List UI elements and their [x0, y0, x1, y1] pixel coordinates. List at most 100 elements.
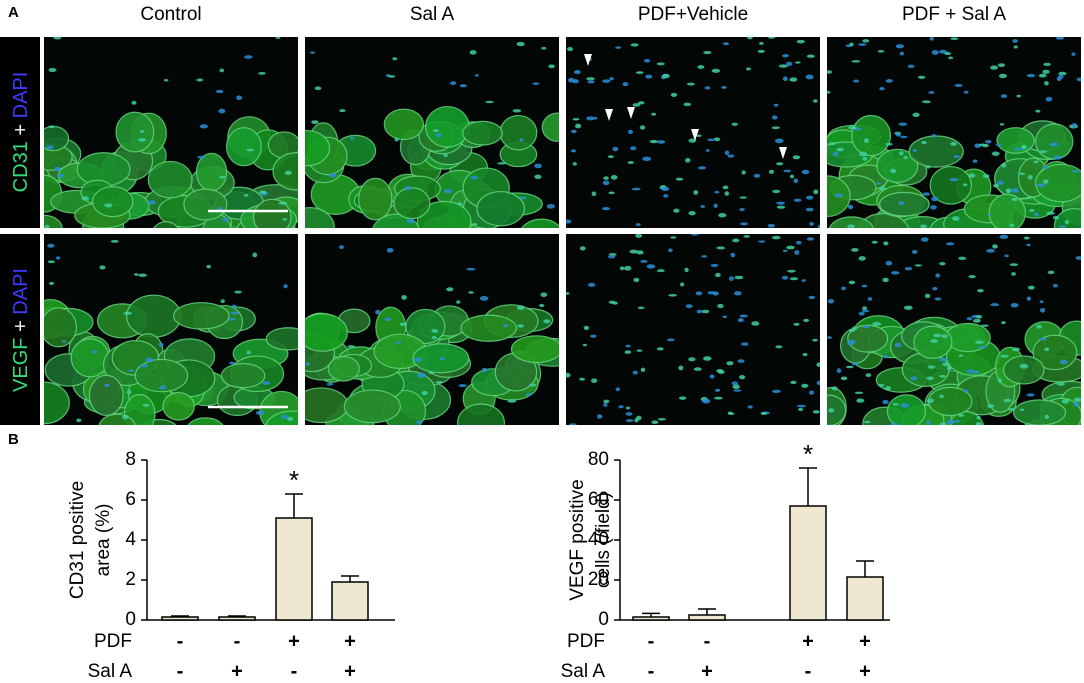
- nucleus: [519, 138, 524, 142]
- nucleus: [1019, 408, 1025, 411]
- muscle-fiber: [827, 394, 847, 425]
- nucleus: [197, 155, 206, 159]
- nucleus: [651, 112, 657, 116]
- nucleus: [432, 129, 439, 133]
- nucleus: [275, 37, 281, 39]
- nucleus: [926, 376, 934, 381]
- nucleus: [782, 249, 788, 253]
- nucleus: [1049, 142, 1059, 147]
- nucleus: [1039, 300, 1044, 304]
- nucleus: [827, 336, 832, 339]
- nucleus: [894, 342, 902, 348]
- nucleus: [314, 86, 322, 91]
- bar: [632, 616, 670, 621]
- nucleus: [244, 193, 249, 197]
- nucleus: [220, 299, 225, 304]
- bar: [161, 616, 199, 621]
- nucleus: [862, 325, 870, 329]
- nucleus: [546, 203, 555, 209]
- nucleus: [625, 344, 631, 348]
- nucleus: [717, 303, 724, 309]
- nucleus: [782, 76, 788, 82]
- nucleus: [806, 237, 814, 241]
- nucleus: [384, 317, 391, 322]
- nucleus: [890, 168, 897, 174]
- nucleus: [768, 169, 775, 174]
- muscle-fiber: [416, 200, 472, 228]
- nucleus: [596, 414, 603, 419]
- nucleus: [609, 77, 614, 81]
- nucleus: [899, 135, 908, 139]
- nucleus: [772, 189, 781, 194]
- nucleus: [864, 420, 871, 424]
- nucleus: [876, 182, 882, 185]
- row-label: CD31 + DAPI: [10, 72, 32, 193]
- muscle-fiber: [327, 355, 360, 382]
- nucleus: [734, 275, 744, 280]
- nucleus: [1046, 211, 1055, 215]
- nucleus: [1018, 172, 1026, 175]
- nucleus: [952, 216, 960, 221]
- muscle-fiber: [115, 111, 155, 153]
- micrograph: [827, 234, 1081, 425]
- nucleus: [548, 64, 555, 69]
- nucleus: [636, 250, 644, 255]
- nucleus: [958, 414, 965, 417]
- y-tick-label: 4: [125, 529, 136, 550]
- nucleus: [474, 74, 479, 77]
- factor-level: +: [344, 660, 356, 682]
- row-label: VEGF + DAPI: [10, 268, 32, 392]
- nucleus: [632, 103, 641, 107]
- nucleus: [661, 186, 670, 191]
- nucleus: [236, 95, 243, 101]
- nucleus: [711, 68, 721, 73]
- muscle-fiber: [305, 387, 349, 424]
- bar: [331, 581, 369, 621]
- nucleus: [863, 138, 869, 144]
- nucleus: [877, 384, 885, 387]
- nucleus: [939, 261, 946, 266]
- nucleus: [948, 56, 954, 60]
- nucleus: [657, 140, 666, 144]
- nucleus: [808, 390, 815, 395]
- nucleus: [782, 54, 789, 58]
- nucleus: [722, 315, 728, 319]
- nucleus: [895, 44, 904, 49]
- nucleus: [702, 398, 711, 404]
- nucleus: [688, 357, 696, 362]
- nucleus: [632, 370, 638, 375]
- nucleus: [602, 79, 611, 83]
- y-tick-label: 6: [125, 489, 136, 510]
- nucleus: [793, 322, 800, 326]
- nucleus: [1073, 402, 1080, 407]
- y-tick-label: 2: [125, 569, 136, 590]
- nucleus: [61, 340, 67, 343]
- nucleus: [446, 287, 454, 292]
- nucleus: [931, 133, 937, 138]
- muscle-fiber: [305, 129, 331, 167]
- nucleus: [349, 136, 355, 140]
- nucleus: [417, 373, 427, 378]
- nucleus: [228, 318, 236, 321]
- nucleus: [927, 365, 936, 369]
- nucleus: [532, 82, 540, 85]
- nucleus: [602, 180, 610, 186]
- nucleus: [693, 367, 702, 371]
- muscle-fiber: [305, 313, 348, 352]
- nucleus: [458, 384, 467, 388]
- nucleus: [569, 423, 577, 425]
- nucleus: [727, 154, 735, 158]
- nucleus: [885, 142, 893, 146]
- nucleus: [858, 43, 867, 46]
- nucleus: [805, 207, 814, 212]
- nucleus: [775, 345, 783, 349]
- nucleus: [938, 357, 948, 362]
- nucleus: [986, 248, 995, 253]
- nucleus: [700, 204, 705, 208]
- nucleus: [228, 361, 236, 365]
- factor-level: +: [859, 630, 871, 652]
- nucleus: [812, 338, 818, 342]
- nucleus: [1000, 354, 1009, 358]
- nucleus: [789, 277, 799, 281]
- nucleus: [572, 162, 577, 166]
